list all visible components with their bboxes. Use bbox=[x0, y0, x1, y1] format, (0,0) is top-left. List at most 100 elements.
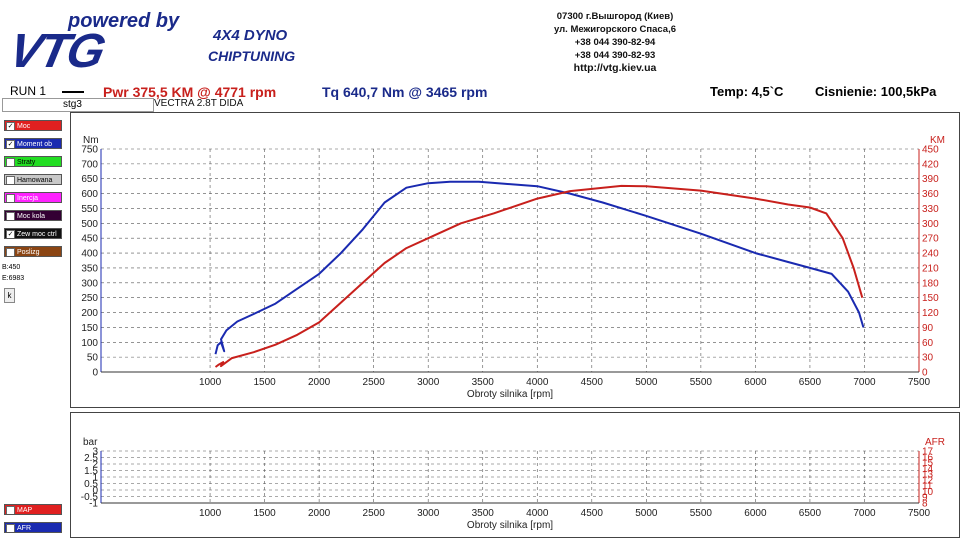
map-afr-panel: 1000 1500 2000 2500 3000 3500 4000 4500 5000 5500… bbox=[70, 412, 960, 538]
temperature-readout: Temp: 4,5`C bbox=[710, 84, 784, 99]
y-tick-label: 0 bbox=[92, 368, 98, 379]
legend-checkbox[interactable]: ✓ bbox=[6, 140, 15, 148]
x-tick-label: 7000 bbox=[853, 508, 876, 519]
x-tick-label: 4500 bbox=[581, 508, 604, 519]
y2-tick-label: 13 bbox=[922, 470, 934, 481]
y-tick-label: 0.5 bbox=[84, 479, 98, 490]
y-tick-label: 300 bbox=[81, 278, 98, 289]
x-tick-label: 4000 bbox=[526, 508, 549, 519]
y-tick-label: 700 bbox=[81, 159, 98, 170]
address-line3: +38 044 390-82-94 bbox=[574, 37, 656, 48]
legend-checkbox[interactable]: ✓ bbox=[6, 230, 15, 238]
logo-chip-text: CHIPTUNING bbox=[208, 48, 296, 64]
y2-tick-label: 120 bbox=[922, 308, 939, 319]
x-tick-label: 1000 bbox=[199, 377, 222, 388]
y-tick-label: 2.5 bbox=[84, 453, 98, 464]
legend-checkbox[interactable] bbox=[6, 248, 15, 256]
y-tick-label: 2 bbox=[92, 460, 98, 471]
y2-tick-label: 9 bbox=[922, 493, 928, 504]
x-axis-label: Obroty silnika [rpm] bbox=[467, 389, 553, 400]
y2-tick-label: 330 bbox=[922, 204, 939, 215]
x-tick-label: 7500 bbox=[908, 377, 931, 388]
y2-tick-label: 10 bbox=[922, 487, 934, 498]
legend-item[interactable]: ✓ Moment ob bbox=[4, 138, 62, 149]
bottom-legend-item[interactable]: MAP bbox=[4, 504, 62, 515]
x-tick-label: 3500 bbox=[472, 377, 495, 388]
x-tick-label: 1000 bbox=[199, 508, 222, 519]
legend-checkbox[interactable] bbox=[6, 506, 15, 514]
y-tick-label: 600 bbox=[81, 189, 98, 200]
y2-axis-label: KM bbox=[930, 135, 945, 146]
x-tick-label: 2000 bbox=[308, 377, 331, 388]
y2-tick-label: 14 bbox=[922, 464, 934, 475]
x-tick-label: 5000 bbox=[635, 377, 658, 388]
bottom-legend-item[interactable]: AFR bbox=[4, 522, 62, 533]
y2-tick-label: 240 bbox=[922, 249, 939, 260]
legend-item[interactable]: ✓ Zew moc ctrl bbox=[4, 228, 62, 239]
y-tick-label: 150 bbox=[81, 323, 98, 334]
y2-tick-label: 270 bbox=[922, 234, 939, 245]
legend-checkbox[interactable]: ✓ bbox=[6, 122, 15, 130]
legend-label: MAP bbox=[17, 507, 33, 514]
legend-label: Straty bbox=[17, 159, 36, 166]
address-line1: 07300 г.Вышгород (Киев) bbox=[556, 11, 674, 22]
file-name-text: stg3 bbox=[63, 99, 82, 110]
address-line4: +38 044 390-82-93 bbox=[574, 50, 656, 61]
legend-item[interactable]: Straty bbox=[4, 156, 62, 167]
power-torque-chart: 1000 1500 2000 2500 3000 3500 4000 4500 5000 5500… bbox=[81, 135, 945, 400]
file-name-field[interactable]: stg3 bbox=[2, 98, 154, 112]
y2-tick-label: 360 bbox=[922, 189, 939, 200]
legend-label: AFR bbox=[17, 525, 31, 532]
y-tick-label: -1 bbox=[89, 499, 98, 510]
x-tick-label: 5500 bbox=[690, 508, 713, 519]
k-button[interactable]: k bbox=[4, 288, 15, 303]
x-tick-label: 6500 bbox=[799, 508, 822, 519]
y-axis-label: Nm bbox=[83, 135, 99, 146]
y2-tick-label: 210 bbox=[922, 263, 939, 274]
y-tick-label: 3 bbox=[92, 447, 98, 458]
torque-readout: Tq 640,7 Nm @ 3465 rpm bbox=[322, 84, 488, 100]
legend-label: Hamowana bbox=[17, 177, 53, 184]
run-line-marker bbox=[62, 91, 84, 93]
legend-label: Moc kola bbox=[17, 213, 46, 220]
legend-checkbox[interactable] bbox=[6, 524, 15, 532]
y2-tick-label: 30 bbox=[922, 353, 934, 364]
y-tick-label: 1.5 bbox=[84, 466, 98, 477]
x-tick-label: 7000 bbox=[853, 377, 876, 388]
vtg-logo: powered by VTG 4X4 DYNO CHIPTUNING bbox=[4, 10, 308, 78]
x-tick-label: 5000 bbox=[635, 508, 658, 519]
y2-tick-label: 150 bbox=[922, 293, 939, 304]
y-tick-label: 650 bbox=[81, 174, 98, 185]
y2-tick-label: 17 bbox=[922, 447, 934, 458]
legend-item[interactable]: Hamowana bbox=[4, 174, 62, 185]
logo-dyno-text: 4X4 DYNO bbox=[213, 27, 288, 44]
series-line-moment-ob bbox=[214, 180, 865, 355]
x-tick-label: 1500 bbox=[253, 508, 276, 519]
legend-checkbox[interactable] bbox=[6, 176, 15, 184]
legend-item[interactable]: Poslizg bbox=[4, 246, 62, 257]
y2-tick-label: 11 bbox=[922, 481, 933, 492]
legend-label: Moment ob bbox=[17, 141, 53, 148]
map-afr-chart: 1000 1500 2000 2500 3000 3500 4000 4500 5000 5500… bbox=[81, 437, 945, 531]
address-url: http://vtg.kiev.ua bbox=[573, 62, 657, 74]
y-tick-label: 350 bbox=[81, 263, 98, 274]
x-tick-label: 7500 bbox=[908, 508, 931, 519]
y-tick-label: 50 bbox=[87, 353, 99, 364]
legend-checkbox[interactable] bbox=[6, 212, 15, 220]
y2-tick-label: 60 bbox=[922, 338, 934, 349]
y-tick-label: 450 bbox=[81, 234, 98, 245]
x-tick-label: 6500 bbox=[799, 377, 822, 388]
legend-item[interactable]: Inercja bbox=[4, 192, 62, 203]
legend-checkbox[interactable] bbox=[6, 194, 15, 202]
y-tick-label: 250 bbox=[81, 293, 98, 304]
y2-tick-label: 420 bbox=[922, 159, 939, 170]
x-axis-label: Obroty silnika [rpm] bbox=[467, 520, 553, 531]
y-tick-label: 750 bbox=[81, 145, 98, 156]
legend-checkbox[interactable] bbox=[6, 158, 15, 166]
power-readout: Pwr 375,5 KM @ 4771 rpm bbox=[103, 84, 277, 100]
x-tick-label: 4000 bbox=[526, 377, 549, 388]
x-tick-label: 3500 bbox=[472, 508, 495, 519]
legend-item[interactable]: ✓ Moc bbox=[4, 120, 62, 131]
legend-item[interactable]: Moc kola bbox=[4, 210, 62, 221]
y2-tick-label: 8 bbox=[922, 499, 928, 510]
